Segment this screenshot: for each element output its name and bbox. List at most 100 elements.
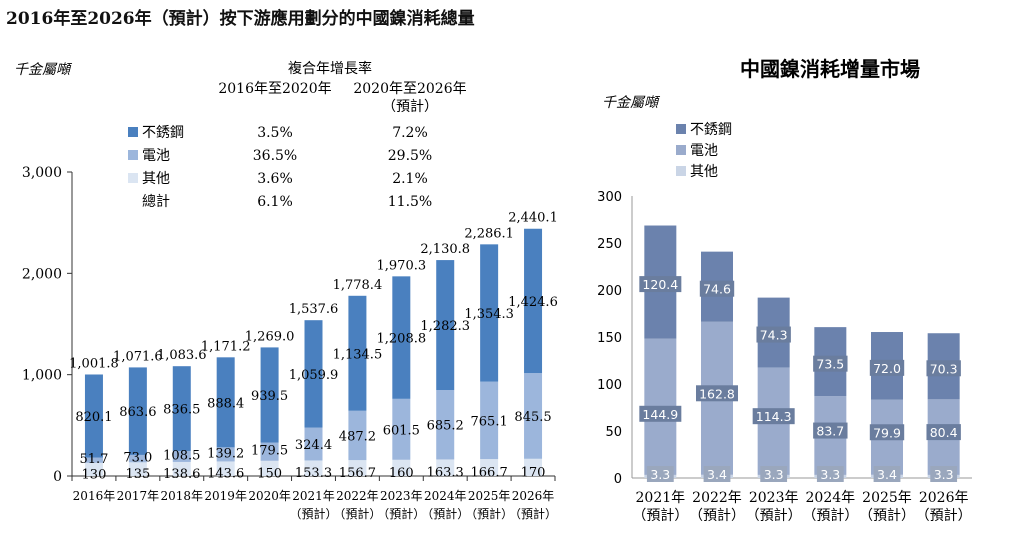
data-label: 153.3 [295,466,332,481]
y-tick-label: 250 [597,237,622,252]
x-tick-label: 2023年 [380,489,423,503]
x-tick-sublabel: （預計） [289,506,337,521]
legend-swatch [676,166,686,176]
data-label: 845.5 [514,410,551,425]
data-label: 83.7 [816,424,844,439]
bar-segment [304,427,323,461]
data-label: 156.7 [339,466,376,481]
chart-title-left: 2016年至2026年（預計）按下游應用劃分的中國鎳消耗總量 [6,9,475,29]
data-label: 3.3 [820,467,840,482]
bar-segment [128,367,147,455]
bar-segment [216,357,235,448]
data-label: 1,134.5 [333,347,383,362]
legend-swatch [128,173,138,183]
data-label: 72.0 [873,361,901,376]
data-label: 820.1 [75,410,112,425]
data-label-box [756,326,791,343]
total-label: 1,537.6 [289,302,339,317]
data-label-box [760,466,788,482]
data-label: 74.6 [703,282,731,297]
data-label-box [869,424,905,441]
data-label: 166.7 [471,466,508,481]
x-tick-label: 2026年 [512,489,555,503]
bar-segment [480,244,499,382]
x-tick-label: 2022年 [692,490,742,506]
data-label: 765.1 [471,414,508,429]
x-tick-label: 2020年 [248,489,291,503]
bar-segment [524,458,543,476]
data-label: 150 [257,466,282,481]
bar-segment [392,459,411,476]
data-label: 74.3 [760,328,788,343]
y-tick-label: 1,000 [22,368,62,384]
data-label: 3.4 [707,467,727,482]
data-label: 939.5 [251,389,288,404]
bar-segment [436,459,455,476]
total-label: 1,071.6 [113,349,163,364]
bar-segment [260,442,279,461]
data-label-box [869,359,905,376]
data-label: 70.3 [930,361,958,376]
data-label: 3.4 [877,467,897,482]
bar-segment [216,461,235,476]
y-tick-label: 300 [597,190,622,205]
data-label: 601.5 [383,423,420,438]
bar-segment [128,454,147,463]
left-chart: 千金屬噸 複合年增長率 2016年至2020年 2020年至2026年 （預計） 不銹鋼 3… [14,60,558,521]
x-tick-sublabel: （預計） [689,508,745,524]
data-label: 685.2 [427,419,464,434]
legend-label: 其他 [142,171,170,187]
x-tick-sublabel: （預計） [916,508,972,524]
data-label: 1,208.8 [377,332,427,347]
x-tick-sublabel: （預計） [333,506,381,521]
data-label: 120.4 [642,277,678,292]
y-tick-label: 0 [53,469,62,485]
data-label: 1,059.9 [289,368,339,383]
x-tick-label: 2025年 [862,490,912,506]
data-label: 863.6 [119,405,156,420]
y-tick-label: 150 [597,331,622,346]
data-label: 108.5 [163,448,200,463]
x-tick-sublabel: （預計） [802,508,858,524]
data-label-box [873,466,901,482]
data-label: 73.0 [123,451,152,466]
data-label: 139.2 [207,446,244,461]
legend-label: 電池 [690,143,718,159]
y-tick-label: 0 [614,472,622,487]
data-label: 324.4 [295,438,332,453]
data-label: 135 [125,467,150,482]
x-tick-sublabel: （預計） [509,506,557,521]
legend-label: 其他 [690,164,718,180]
legend-label: 不銹鋼 [142,125,184,141]
x-tick-label: 2019年 [204,489,247,503]
bar-segment [436,260,455,391]
data-label-box [926,424,961,441]
x-tick-label: 2023年 [749,490,799,506]
bar-segment [524,228,543,374]
total-label: 2,130.8 [420,242,470,257]
data-label: 3.3 [934,467,954,482]
data-label: 163.3 [427,466,464,481]
y-axis-label: 千金屬噸 [14,62,73,78]
bar-segment [480,459,499,476]
bar-segment [172,366,191,451]
bar-segment [172,461,191,476]
x-tick-sublabel: （預計） [632,508,688,524]
total-label: 2,286.1 [464,226,514,241]
bar-segment [392,398,411,460]
data-label: 130 [82,467,107,482]
total-label: 2,440.1 [508,211,558,226]
bar-segment [260,347,279,443]
data-label: 1,354.3 [464,307,514,322]
total-label: 1,778.4 [333,278,383,293]
y-tick-label: 100 [597,378,622,393]
data-label: 143.6 [207,467,244,482]
bar-segment [172,450,191,462]
legend-swatch [128,150,138,160]
cagr-header: 複合年增長率 [288,60,372,77]
x-tick-sublabel: （預計） [465,506,513,521]
bar-segment [304,460,323,476]
total-label: 1,269.0 [245,329,295,344]
x-tick-label: 2017年 [117,489,160,503]
data-label-box [926,360,961,377]
